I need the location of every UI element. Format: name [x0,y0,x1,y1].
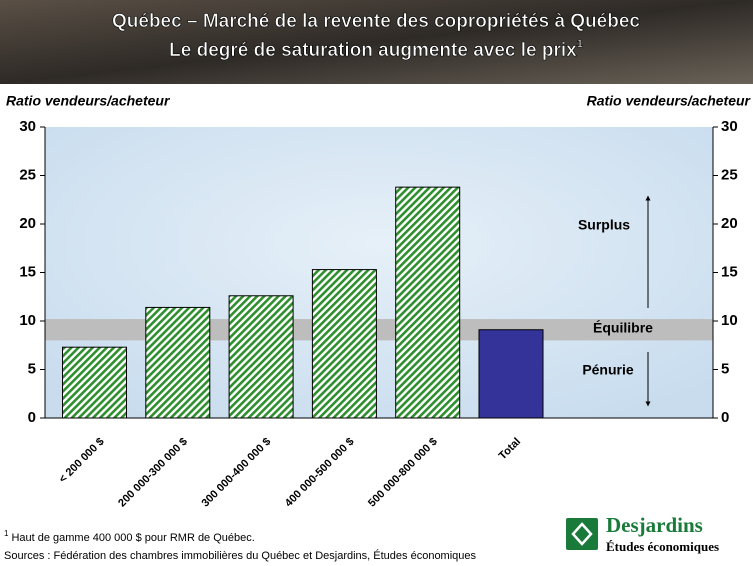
y-tick-label: 15 [19,263,36,280]
footnote: 1 Haut de gamme 400 000 $ pour RMR de Qué… [4,529,255,544]
y2-axis-label: Ratio vendeurs/acheteur [587,93,752,109]
footnote-marker: 1 [4,529,9,538]
footnote-text: Haut de gamme 400 000 $ pour RMR de Québ… [11,532,254,544]
logo-icon [566,518,598,550]
y-tick-label: 25 [19,166,36,183]
y-tick-label: 10 [19,312,36,329]
header [0,0,753,84]
y-tick-label: 20 [19,215,36,232]
y2-tick-label: 25 [721,166,738,183]
title-note: 1 [577,38,583,50]
y-axis-label: Ratio vendeurs/acheteur [6,93,171,109]
title-text: Le degré de saturation augmente avec le … [169,40,577,61]
y-tick-label: 30 [19,118,36,135]
y-tick-label: 0 [28,409,36,426]
y2-tick-label: 20 [721,215,738,232]
bar [62,346,127,419]
bar [395,186,461,419]
logo-mark [571,522,593,546]
equilibrium-band [45,319,713,341]
bar [478,329,544,419]
title-line: Le degré de saturation augmente avec le … [169,38,583,61]
bar [228,295,294,419]
bar [311,269,377,419]
logo-name: Desjardins [606,513,703,537]
y2-tick-label: 30 [721,118,738,135]
annotation: Pénurie [582,362,634,378]
annotation: Surplus [578,217,630,233]
y2-tick-label: 5 [721,360,729,377]
bar [145,306,211,419]
logo-subtitle: Études économiques [606,539,719,554]
title-line: Québec – Marché de la revente des coprop… [112,11,640,32]
annotation: Équilibre [593,320,653,336]
y2-tick-label: 15 [721,263,738,280]
y-tick-label: 5 [28,360,36,377]
y2-tick-label: 0 [721,409,729,426]
y2-tick-label: 10 [721,312,738,329]
source: Sources : Fédération des chambres immobi… [4,549,477,562]
